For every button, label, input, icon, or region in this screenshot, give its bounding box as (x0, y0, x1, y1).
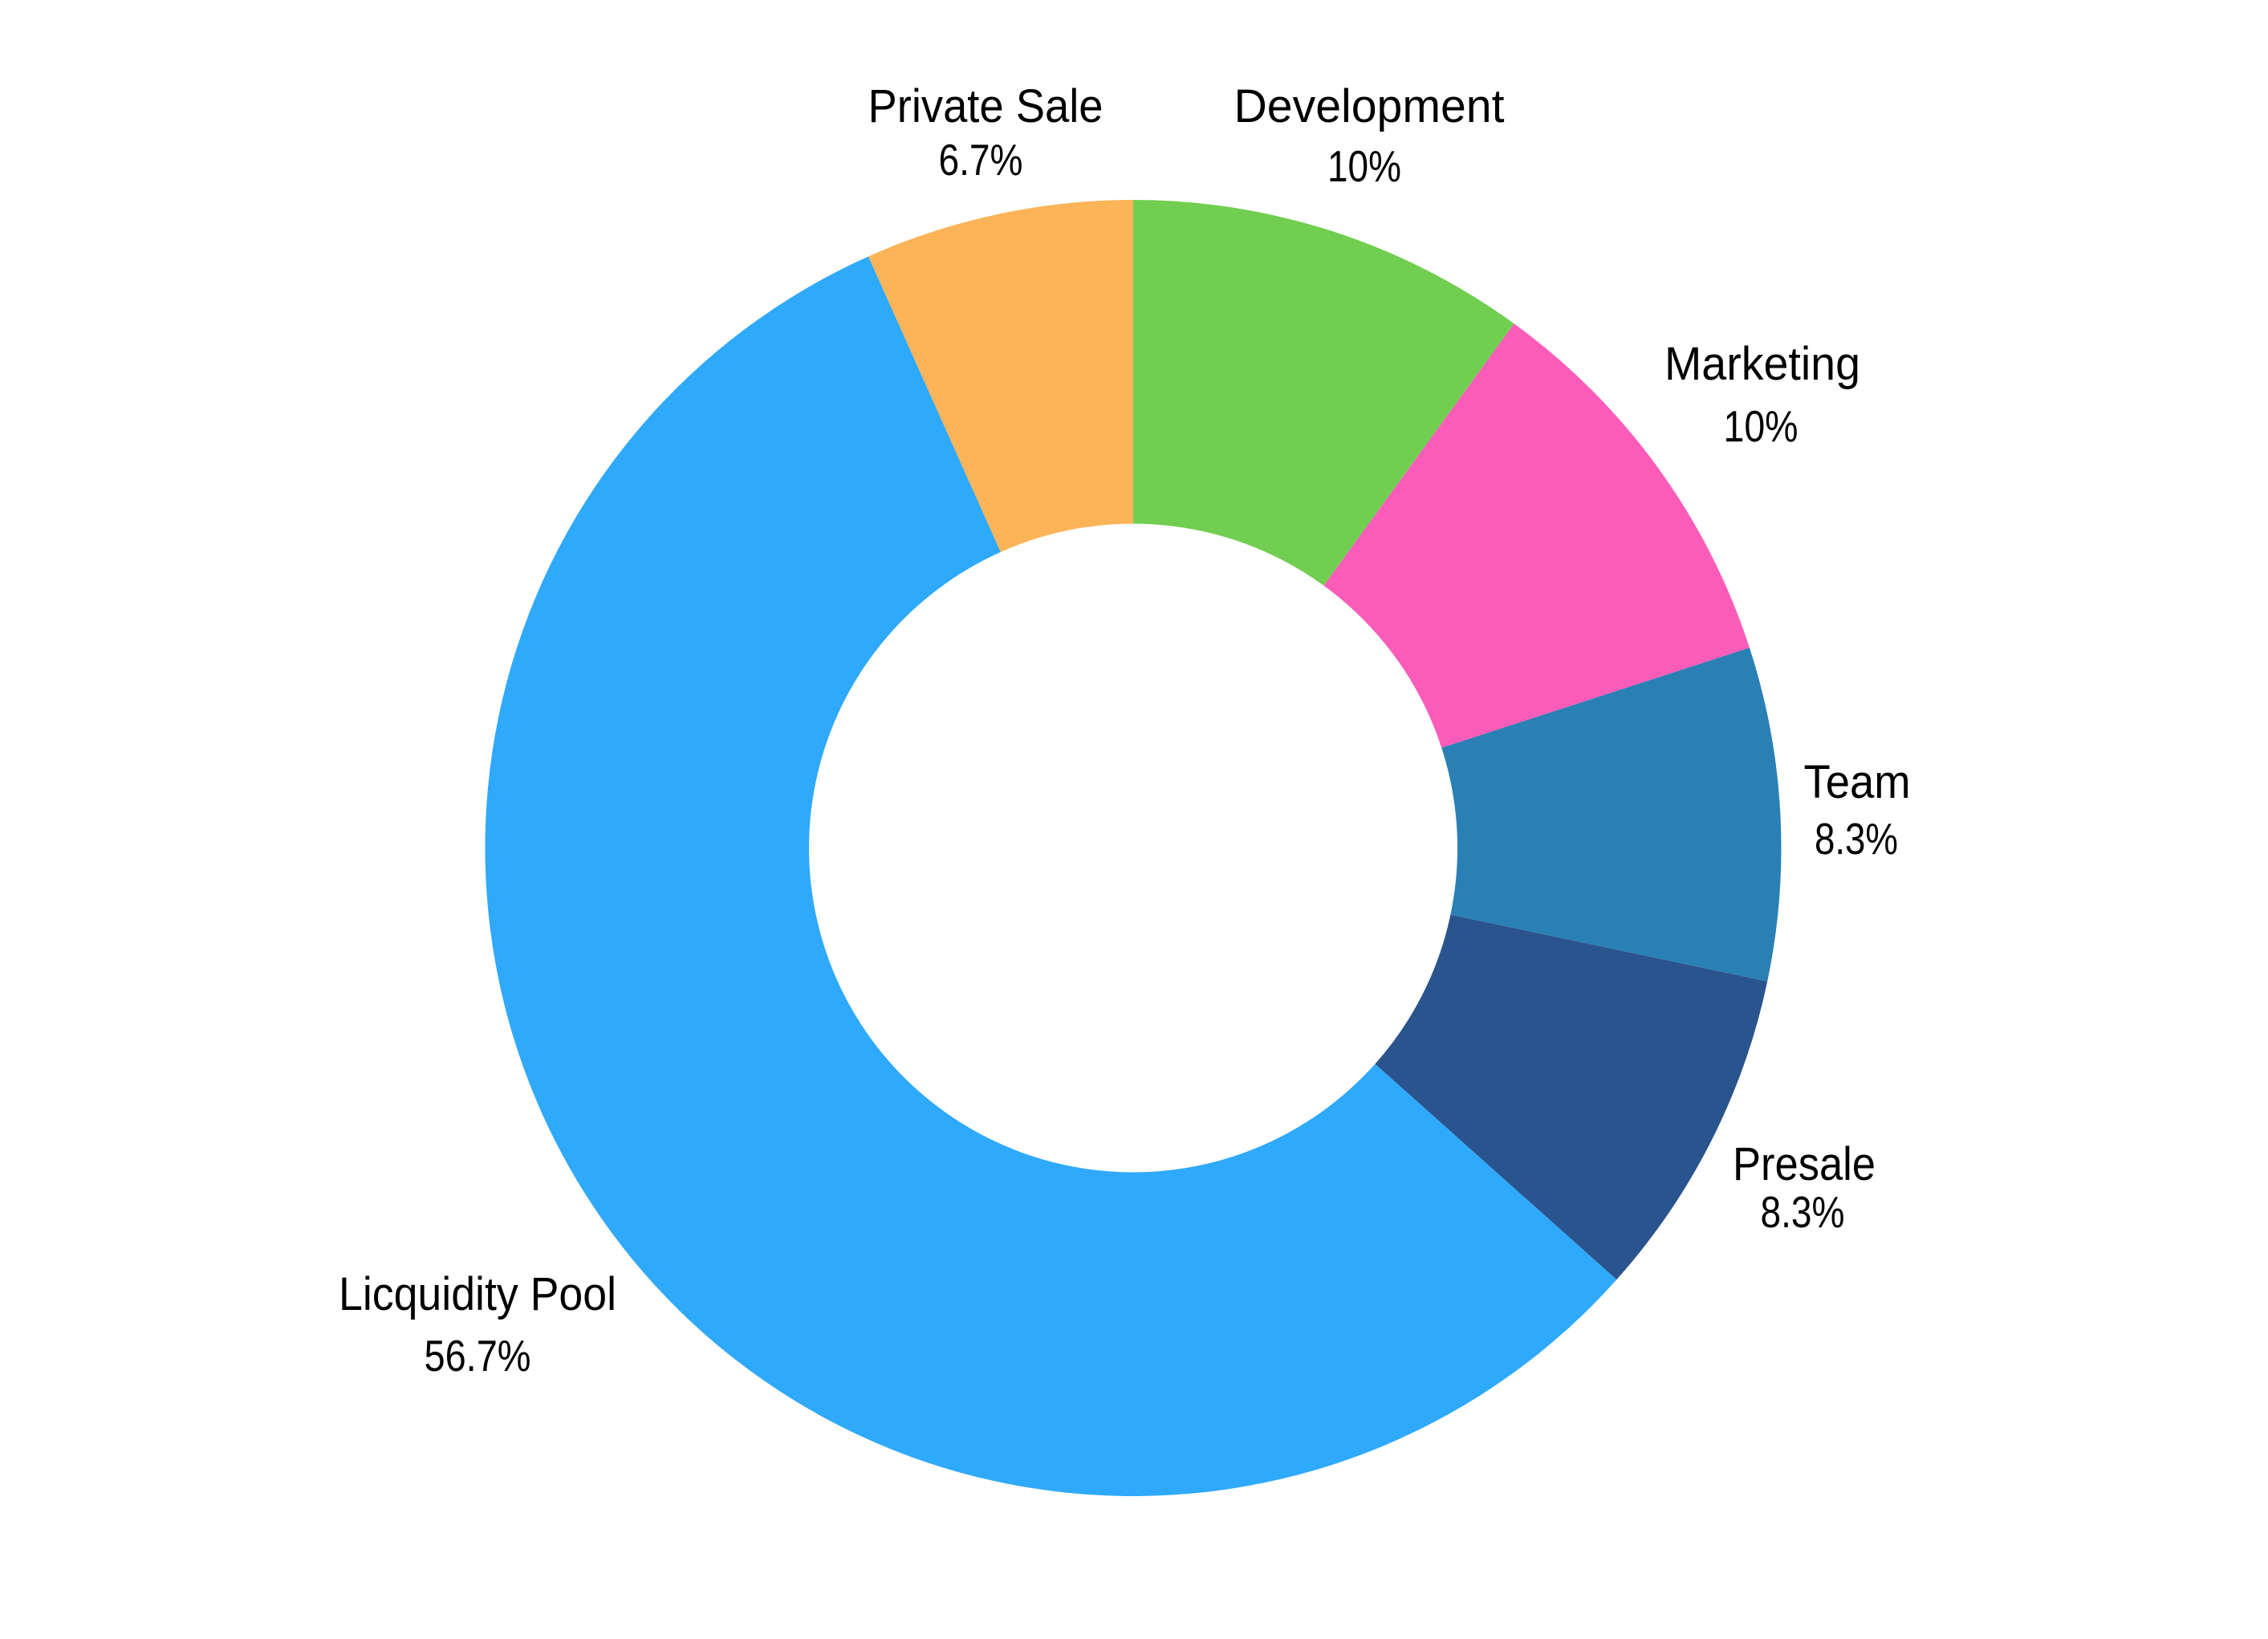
svg-text:6.7%: 6.7% (939, 135, 1023, 185)
svg-text:8.3%: 8.3% (1815, 814, 1898, 864)
svg-text:8.3%: 8.3% (1761, 1187, 1845, 1237)
svg-text:Team: Team (1804, 756, 1911, 808)
svg-text:10%: 10% (1724, 401, 1799, 451)
svg-text:Presale: Presale (1733, 1138, 1876, 1190)
svg-text:Marketing: Marketing (1664, 338, 1860, 390)
svg-text:56.7%: 56.7% (425, 1331, 531, 1381)
svg-text:Licquidity Pool: Licquidity Pool (339, 1268, 616, 1320)
svg-text:Private Sale: Private Sale (868, 80, 1104, 132)
svg-text:Development: Development (1234, 80, 1505, 132)
svg-text:10%: 10% (1327, 141, 1401, 191)
